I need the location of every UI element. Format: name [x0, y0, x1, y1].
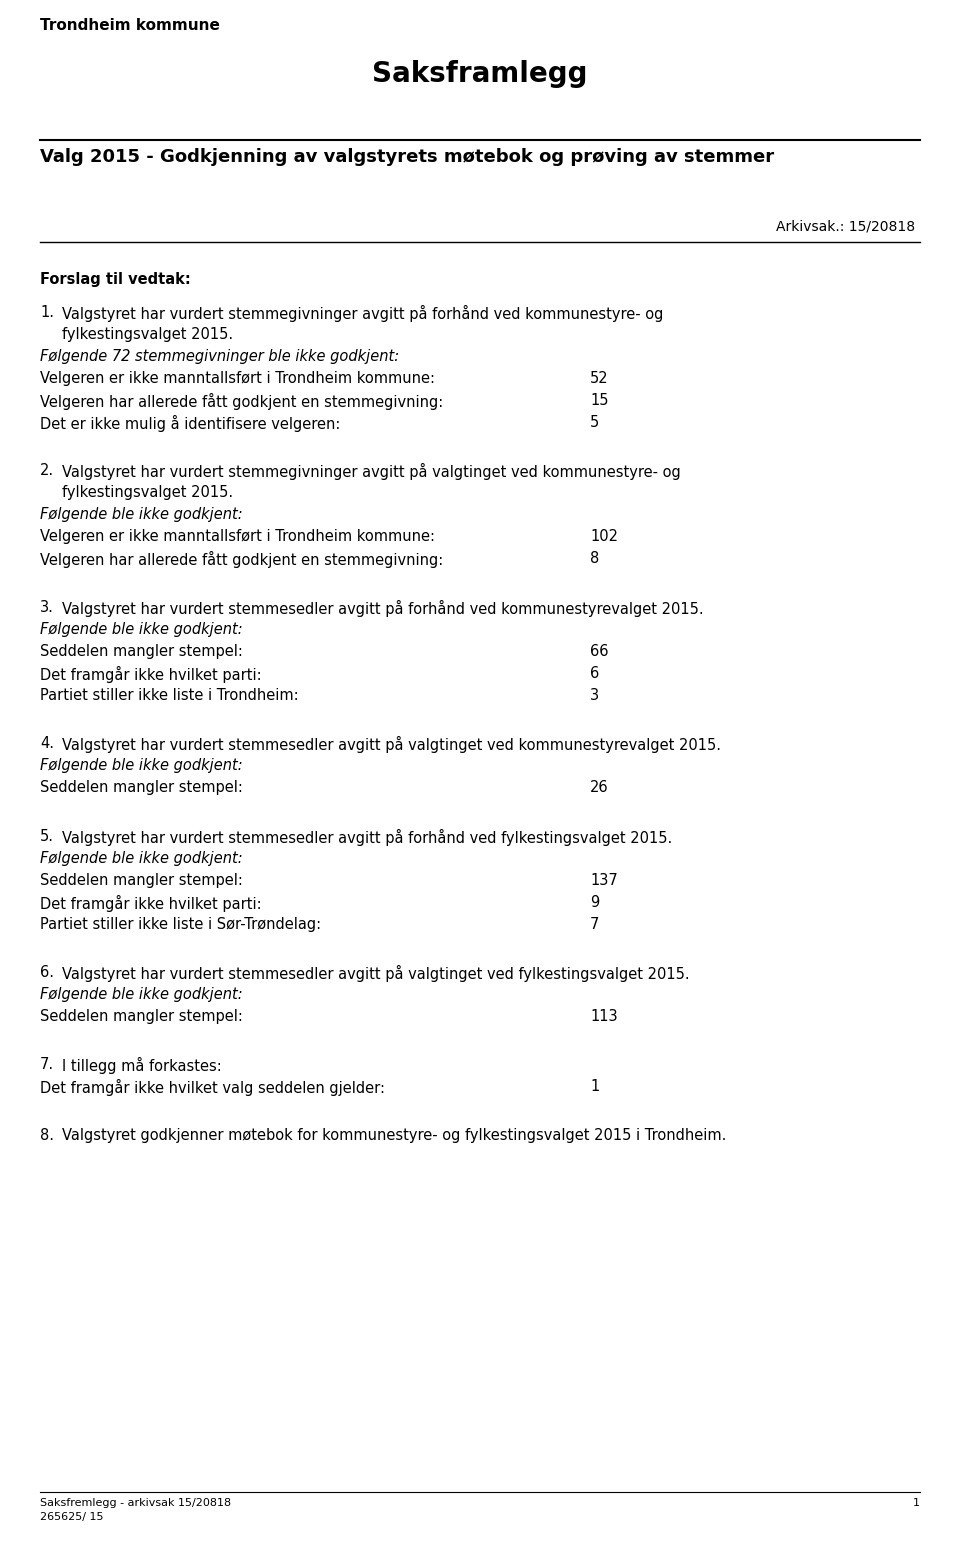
Text: Seddelen mangler stempel:: Seddelen mangler stempel: [40, 645, 243, 658]
Text: 102: 102 [590, 529, 618, 544]
Text: Følgende ble ikke godkjent:: Følgende ble ikke godkjent: [40, 851, 243, 865]
Text: Velgeren har allerede fått godkjent en stemmegivning:: Velgeren har allerede fått godkjent en s… [40, 552, 444, 569]
Text: Forslag til vedtak:: Forslag til vedtak: [40, 271, 191, 287]
Text: 9: 9 [590, 894, 599, 910]
Text: Partiet stiller ikke liste i Sør-Trøndelag:: Partiet stiller ikke liste i Sør-Trøndel… [40, 916, 322, 931]
Text: Trondheim kommune: Trondheim kommune [40, 19, 220, 32]
Text: Arkivsak.: 15/20818: Arkivsak.: 15/20818 [776, 221, 915, 234]
Text: Valg 2015 - Godkjenning av valgstyrets møtebok og prøving av stemmer: Valg 2015 - Godkjenning av valgstyrets m… [40, 148, 774, 167]
Text: Det framgår ikke hvilket parti:: Det framgår ikke hvilket parti: [40, 894, 262, 911]
Text: Følgende ble ikke godkjent:: Følgende ble ikke godkjent: [40, 621, 243, 637]
Text: Valgstyret har vurdert stemmesedler avgitt på valgtinget ved fylkestingsvalget 2: Valgstyret har vurdert stemmesedler avgi… [62, 965, 689, 982]
Text: 3: 3 [590, 688, 599, 703]
Text: Følgende ble ikke godkjent:: Følgende ble ikke godkjent: [40, 759, 243, 773]
Text: 1.: 1. [40, 305, 54, 321]
Text: Følgende 72 stemmegivninger ble ikke godkjent:: Følgende 72 stemmegivninger ble ikke god… [40, 348, 399, 364]
Text: fylkestingsvalget 2015.: fylkestingsvalget 2015. [62, 327, 233, 342]
Text: 5.: 5. [40, 828, 54, 843]
Text: Følgende ble ikke godkjent:: Følgende ble ikke godkjent: [40, 507, 243, 523]
Text: Velgeren har allerede fått godkjent en stemmegivning:: Velgeren har allerede fått godkjent en s… [40, 393, 444, 410]
Text: Velgeren er ikke manntallsført i Trondheim kommune:: Velgeren er ikke manntallsført i Trondhe… [40, 529, 435, 544]
Text: 6.: 6. [40, 965, 54, 981]
Text: 4.: 4. [40, 736, 54, 751]
Text: 1: 1 [590, 1079, 599, 1095]
Text: Valgstyret har vurdert stemmesedler avgitt på forhånd ved fylkestingsvalget 2015: Valgstyret har vurdert stemmesedler avgi… [62, 828, 672, 845]
Text: 7: 7 [590, 916, 599, 931]
Text: Valgstyret har vurdert stemmegivninger avgitt på forhånd ved kommunestyre- og: Valgstyret har vurdert stemmegivninger a… [62, 305, 663, 322]
Text: 8: 8 [590, 552, 599, 566]
Text: Valgstyret har vurdert stemmesedler avgitt på valgtinget ved kommunestyrevalget : Valgstyret har vurdert stemmesedler avgi… [62, 736, 721, 752]
Text: 2.: 2. [40, 464, 54, 478]
Text: Saksfremlegg - arkivsak 15/20818: Saksfremlegg - arkivsak 15/20818 [40, 1497, 231, 1508]
Text: Partiet stiller ikke liste i Trondheim:: Partiet stiller ikke liste i Trondheim: [40, 688, 299, 703]
Text: 5: 5 [590, 415, 599, 430]
Text: Det framgår ikke hvilket valg seddelen gjelder:: Det framgår ikke hvilket valg seddelen g… [40, 1079, 385, 1096]
Text: 113: 113 [590, 1008, 617, 1024]
Text: I tillegg må forkastes:: I tillegg må forkastes: [62, 1058, 222, 1075]
Text: fylkestingsvalget 2015.: fylkestingsvalget 2015. [62, 486, 233, 501]
Text: 6: 6 [590, 666, 599, 682]
Text: Valgstyret har vurdert stemmegivninger avgitt på valgtinget ved kommunestyre- og: Valgstyret har vurdert stemmegivninger a… [62, 464, 681, 481]
Text: Seddelen mangler stempel:: Seddelen mangler stempel: [40, 873, 243, 888]
Text: 265625/ 15: 265625/ 15 [40, 1513, 104, 1522]
Text: 137: 137 [590, 873, 617, 888]
Text: 52: 52 [590, 372, 609, 386]
Text: 66: 66 [590, 645, 609, 658]
Text: 3.: 3. [40, 600, 54, 615]
Text: Valgstyret har vurdert stemmesedler avgitt på forhånd ved kommunestyrevalget 201: Valgstyret har vurdert stemmesedler avgi… [62, 600, 704, 617]
Text: Saksframlegg: Saksframlegg [372, 60, 588, 88]
Text: Det er ikke mulig å identifisere velgeren:: Det er ikke mulig å identifisere velgere… [40, 415, 341, 432]
Text: 7.: 7. [40, 1058, 54, 1072]
Text: Det framgår ikke hvilket parti:: Det framgår ikke hvilket parti: [40, 666, 262, 683]
Text: 1: 1 [913, 1497, 920, 1508]
Text: Valgstyret godkjenner møtebok for kommunestyre- og fylkestingsvalget 2015 i Tron: Valgstyret godkjenner møtebok for kommun… [62, 1127, 727, 1143]
Text: 8.: 8. [40, 1127, 54, 1143]
Text: Følgende ble ikke godkjent:: Følgende ble ikke godkjent: [40, 987, 243, 1002]
Text: 26: 26 [590, 780, 609, 796]
Text: Velgeren er ikke manntallsført i Trondheim kommune:: Velgeren er ikke manntallsført i Trondhe… [40, 372, 435, 386]
Text: 15: 15 [590, 393, 609, 409]
Text: Seddelen mangler stempel:: Seddelen mangler stempel: [40, 1008, 243, 1024]
Text: Seddelen mangler stempel:: Seddelen mangler stempel: [40, 780, 243, 796]
